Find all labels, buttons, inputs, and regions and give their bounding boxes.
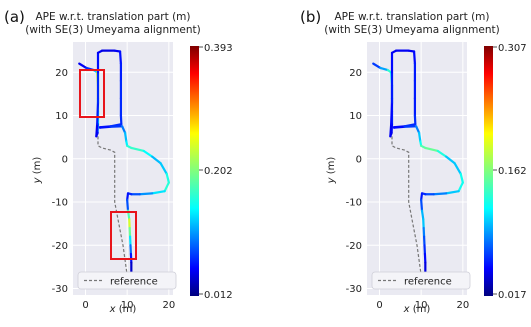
trajectory-segment (163, 181, 170, 193)
trajectory-segment (436, 149, 448, 158)
trajectory-segment (415, 125, 421, 134)
y-tick-label: 20 (349, 68, 362, 79)
trajectory-segment (379, 66, 389, 72)
trajectory-segment (98, 125, 112, 129)
trajectory-segment (445, 155, 456, 165)
trajectory-segment (457, 181, 464, 193)
y-tick-label: -30 (346, 284, 362, 295)
y-tick-label: 0 (62, 154, 68, 165)
trajectory-segment (78, 62, 88, 70)
y-axis: -30 -20 -10 0 10 20 (52, 68, 68, 295)
trajectory-segment (121, 125, 127, 134)
x-tick-label: 20 (162, 300, 175, 311)
highlight-box-lower (110, 211, 137, 260)
trajectory-segment (123, 131, 128, 143)
x-axis: 0 10 20 (376, 300, 469, 311)
colorbar-tick-max: 0.393 (204, 43, 233, 54)
grid (367, 42, 467, 295)
trajectory-segment (420, 209, 425, 221)
x-axis-label: x (m) (109, 304, 137, 315)
trajectory-segment (130, 146, 145, 153)
colorbar-tick-max: 0.307 (498, 43, 527, 54)
y-tick-label: -10 (52, 198, 68, 209)
x-tick-label: 0 (376, 300, 382, 311)
chart-title-line1: APE w.r.t. translation part (m) (35, 11, 190, 23)
trajectory-segment (159, 161, 168, 176)
legend-label: reference (110, 277, 158, 288)
y-tick-label: -20 (52, 241, 68, 252)
y-tick-label: 10 (55, 111, 68, 122)
colorbar-tick-mid: 0.202 (204, 166, 233, 177)
y-tick-label: 20 (55, 68, 68, 79)
trajectory-segment (126, 198, 130, 212)
y-tick-label: -10 (346, 198, 362, 209)
chart-title-line2: (with SE(3) Umeyama alignment) (25, 24, 200, 36)
panel-a: (a) APE w.r.t. translation part (m) (wit… (4, 8, 233, 315)
legend-box (371, 271, 471, 290)
y-tick-label: -30 (52, 284, 68, 295)
trajectory-segment (118, 50, 123, 65)
colorbar: 0.307 0.162 0.017 (484, 43, 527, 301)
trajectory-segment (165, 172, 170, 184)
colorbar-gradient (190, 46, 199, 296)
colorbar-tick-mid: 0.162 (498, 166, 527, 177)
chart-title-line1: APE w.r.t. translation part (m) (334, 11, 489, 23)
trajectory (372, 49, 464, 277)
y-tick-label: 10 (349, 111, 362, 122)
trajectory-segment (390, 101, 394, 126)
x-axis: 0 10 20 (82, 300, 175, 311)
trajectory-segment (389, 123, 393, 138)
colorbar-gradient (484, 46, 493, 296)
trajectory-segment (453, 161, 462, 176)
trajectory-segment (432, 192, 448, 196)
panel-b: (b) APE w.r.t. translation part (m) (wit… (300, 8, 527, 315)
y-axis: -30 -20 -10 0 10 20 (346, 68, 362, 295)
trajectory-segment (445, 190, 460, 195)
panel-label-b: (b) (300, 8, 321, 26)
y-axis-label: y (m) (32, 157, 43, 185)
trajectory-segment (417, 131, 422, 143)
x-axis-label: x (m) (403, 304, 431, 315)
legend-box (77, 271, 177, 290)
trajectory-segment (138, 192, 154, 196)
trajectory-segment (151, 190, 166, 195)
trajectory-segment (142, 149, 154, 158)
trajectory-segment (392, 125, 406, 129)
legend: reference (77, 271, 177, 290)
panel-label-a: (a) (4, 8, 25, 26)
trajectory-segment (459, 172, 464, 184)
colorbar-tick-min: 0.012 (204, 290, 233, 301)
trajectory-segment (151, 155, 162, 165)
x-tick-label: 20 (456, 300, 469, 311)
trajectory-segment (412, 50, 417, 65)
y-tick-label: 0 (356, 154, 362, 165)
chart-title-line2: (with SE(3) Umeyama alignment) (324, 24, 499, 36)
trajectory-segment (424, 146, 439, 153)
highlight-box-upper (79, 69, 105, 118)
colorbar-tick-min: 0.017 (498, 290, 527, 301)
y-tick-label: -20 (346, 241, 362, 252)
legend: reference (371, 271, 471, 290)
trajectory-segment (96, 101, 100, 126)
plot-area (73, 42, 173, 295)
trajectory-segment (420, 198, 424, 212)
x-tick-label: 0 (82, 300, 88, 311)
legend-label: reference (404, 277, 452, 288)
trajectory-segment (95, 123, 99, 138)
x-tick-label: 10 (415, 300, 428, 311)
trajectory-segment (372, 62, 382, 70)
plot-area (367, 42, 467, 295)
y-axis-label: y (m) (326, 157, 337, 185)
x-tick-label: 10 (121, 300, 134, 311)
colorbar: 0.393 0.202 0.012 (190, 43, 233, 301)
